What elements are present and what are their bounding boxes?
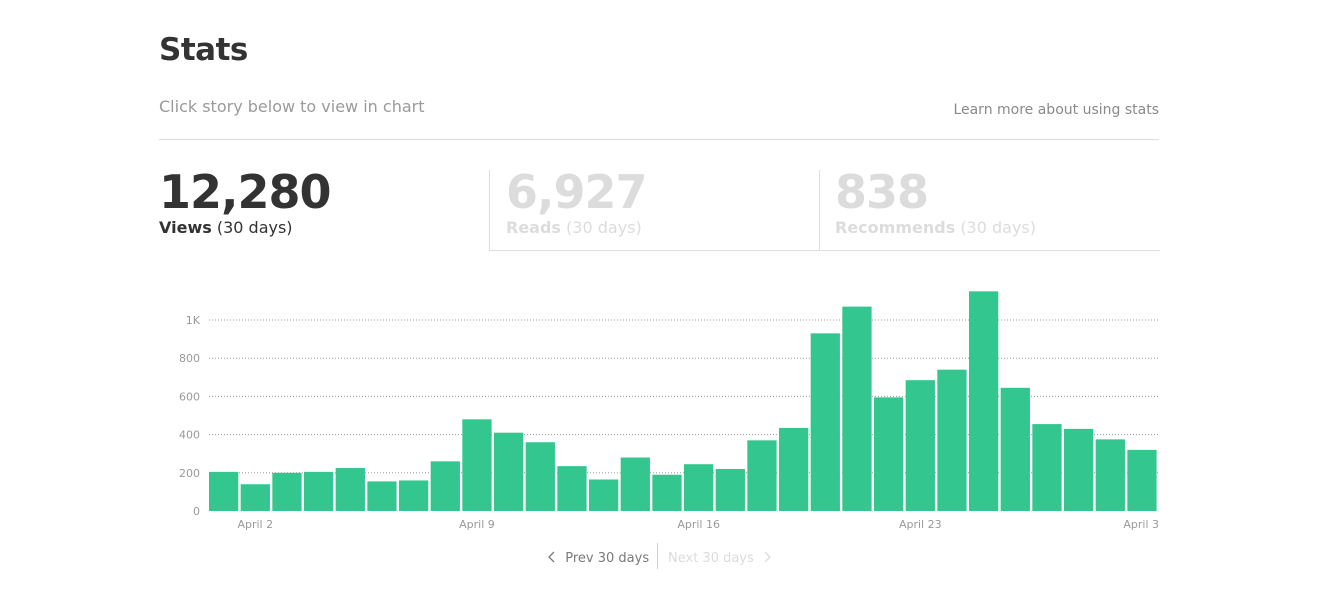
- bar-april-19[interactable]: [779, 427, 809, 511]
- bar-april-27[interactable]: [1032, 424, 1062, 511]
- tab-views[interactable]: 12,280 Views (30 days): [159, 165, 489, 250]
- y-tick-label: 1K: [186, 314, 201, 327]
- bar-april-3[interactable]: [272, 472, 302, 511]
- pagination: Prev 30 days Next 30 days: [0, 541, 1330, 571]
- reads-total: 6,927: [506, 165, 648, 219]
- header-divider: [159, 139, 1159, 140]
- recommends-label: Recommends (30 days): [835, 218, 1036, 237]
- bar-april-13[interactable]: [589, 479, 619, 511]
- bar-april-7[interactable]: [399, 480, 429, 511]
- bar-april-14[interactable]: [620, 457, 650, 511]
- x-tick-label: April 2: [237, 518, 273, 531]
- x-tick-label: April 23: [899, 518, 942, 531]
- chevron-right-icon: [764, 551, 771, 563]
- y-tick-label: 600: [179, 390, 200, 403]
- bar-april-1[interactable]: [209, 471, 239, 511]
- reads-label-period: (30 days): [566, 218, 642, 237]
- bar-april-2[interactable]: [240, 484, 270, 511]
- chart-instructions: Click story below to view in chart: [159, 97, 425, 116]
- recommends-label-period: (30 days): [960, 218, 1037, 237]
- learn-more-link[interactable]: Learn more about using stats: [953, 102, 1159, 118]
- prev-30-days-label: Prev 30 days: [565, 551, 650, 566]
- bar-april-15[interactable]: [652, 474, 682, 511]
- y-tick-label: 0: [193, 505, 200, 518]
- bar-april-29[interactable]: [1095, 439, 1125, 512]
- bar-april-23[interactable]: [905, 380, 935, 511]
- bar-april-16[interactable]: [684, 464, 714, 511]
- pager-divider: [657, 543, 658, 569]
- reads-label: Reads (30 days): [506, 218, 642, 237]
- page-title: Stats: [159, 32, 248, 68]
- views-total: 12,280: [159, 165, 332, 219]
- bar-april-26[interactable]: [1000, 387, 1030, 511]
- x-tick-label: April 16: [677, 518, 720, 531]
- tab-recommends[interactable]: 838 Recommends (30 days): [819, 165, 1160, 251]
- bar-april-6[interactable]: [367, 481, 397, 511]
- reads-label-name: Reads: [506, 218, 561, 237]
- y-tick-label: 400: [179, 429, 200, 442]
- y-tick-label: 200: [179, 467, 200, 480]
- recommends-total: 838: [835, 165, 929, 219]
- next-30-days-label: Next 30 days: [668, 551, 754, 566]
- views-label-name: Views: [159, 218, 212, 237]
- bar-april-9[interactable]: [462, 419, 492, 511]
- recommends-label-name: Recommends: [835, 218, 956, 237]
- y-tick-label: 800: [179, 352, 200, 365]
- x-tick-label: April 3: [1123, 518, 1159, 531]
- views-label: Views (30 days): [159, 218, 293, 237]
- bar-april-4[interactable]: [304, 471, 334, 511]
- views-bar-chart: 0 200 400 600 800 1K April 2 April 9 April 16 Apr…: [179, 291, 1159, 531]
- bar-april-12[interactable]: [557, 466, 587, 511]
- x-tick-label: April 9: [459, 518, 495, 531]
- bar-april-17[interactable]: [715, 468, 745, 511]
- bar-april-24[interactable]: [937, 369, 967, 511]
- bar-april-30[interactable]: [1127, 449, 1157, 511]
- bar-april-22[interactable]: [874, 397, 904, 511]
- views-label-period: (30 days): [216, 218, 293, 237]
- bar-april-28[interactable]: [1064, 428, 1094, 511]
- bar-april-5[interactable]: [335, 468, 365, 511]
- bar-april-10[interactable]: [494, 432, 524, 511]
- bar-april-8[interactable]: [430, 461, 460, 511]
- next-30-days-button: Next 30 days: [668, 550, 772, 566]
- tab-reads[interactable]: 6,927 Reads (30 days): [489, 165, 820, 251]
- bar-april-18[interactable]: [747, 440, 777, 511]
- bar-april-11[interactable]: [525, 442, 555, 511]
- chevron-left-icon: [548, 551, 555, 563]
- bar-april-21[interactable]: [842, 306, 872, 511]
- bar-april-20[interactable]: [810, 333, 840, 511]
- bar-april-25[interactable]: [969, 291, 999, 511]
- prev-30-days-button[interactable]: Prev 30 days: [547, 550, 649, 566]
- stats-tabs: 12,280 Views (30 days) 6,927 Reads (30 d…: [159, 165, 1160, 251]
